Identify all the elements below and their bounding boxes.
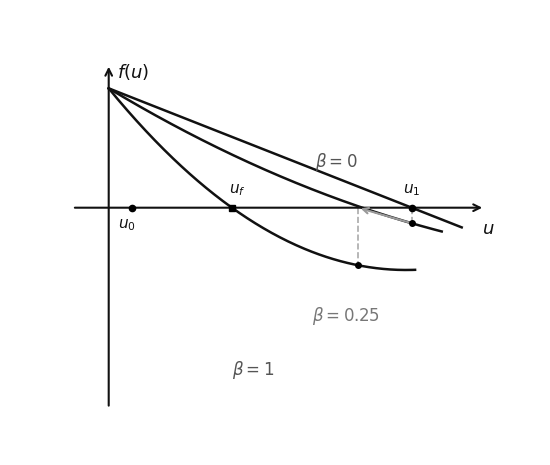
- Text: $u_1$: $u_1$: [403, 182, 420, 198]
- Text: $u_f$: $u_f$: [229, 182, 246, 198]
- Text: $\beta = 0.25$: $\beta = 0.25$: [312, 305, 380, 327]
- Text: $\beta = 0$: $\beta = 0$: [315, 151, 358, 173]
- Text: $u$: $u$: [482, 219, 494, 238]
- Text: $\beta = 1$: $\beta = 1$: [232, 359, 274, 381]
- Text: $f(u)$: $f(u)$: [117, 62, 149, 82]
- Text: $u_0$: $u_0$: [118, 218, 136, 233]
